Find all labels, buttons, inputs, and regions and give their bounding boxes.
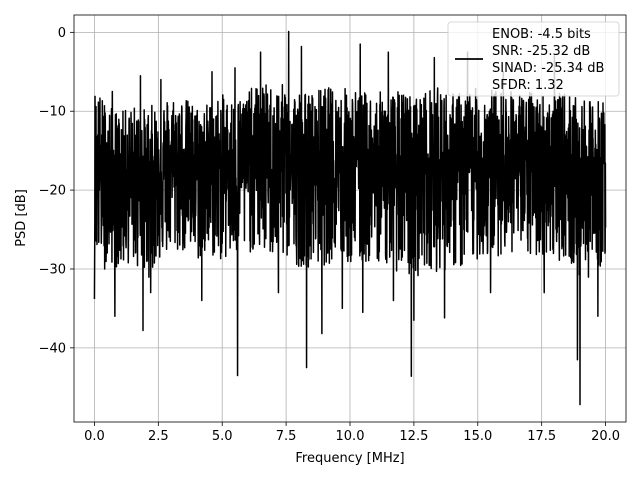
x-tick-label: 7.5 bbox=[276, 429, 297, 444]
y-tick-label: −10 bbox=[39, 105, 66, 120]
x-tick-label: 5.0 bbox=[212, 429, 233, 444]
x-tick-label: 10.0 bbox=[336, 429, 365, 444]
legend-line-snr: SNR: -25.32 dB bbox=[492, 44, 590, 59]
y-tick-label: 0 bbox=[58, 26, 66, 41]
x-tick-label: 17.5 bbox=[527, 429, 556, 444]
x-tick-label: 0.0 bbox=[84, 429, 105, 444]
y-tick-label: −30 bbox=[39, 262, 66, 277]
x-tick-label: 20.0 bbox=[591, 429, 620, 444]
x-tick-label: 2.5 bbox=[148, 429, 169, 444]
legend-line-sinad: SINAD: -25.34 dB bbox=[492, 61, 604, 76]
x-axis-label: Frequency [MHz] bbox=[295, 451, 404, 466]
y-axis-label: PSD [dB] bbox=[14, 189, 29, 247]
x-tick-label: 15.0 bbox=[463, 429, 492, 444]
x-tick-label: 12.5 bbox=[399, 429, 428, 444]
legend: ENOB: -4.5 bits SNR: -25.32 dB SINAD: -2… bbox=[447, 21, 620, 97]
x-axis: 0.0 2.5 5.0 7.5 10.0 12.5 15.0 17.5 20.0 bbox=[84, 422, 620, 444]
series-psd bbox=[93, 30, 607, 406]
y-tick-label: −20 bbox=[39, 184, 66, 199]
legend-line-sfdr: SFDR: 1.32 bbox=[492, 78, 564, 93]
y-axis: 0 −10 −20 −30 −40 bbox=[39, 26, 74, 356]
legend-line-enob: ENOB: -4.5 bits bbox=[492, 27, 591, 42]
legend-box bbox=[447, 21, 620, 97]
y-tick-label: −40 bbox=[39, 341, 66, 356]
psd-line bbox=[93, 30, 607, 406]
